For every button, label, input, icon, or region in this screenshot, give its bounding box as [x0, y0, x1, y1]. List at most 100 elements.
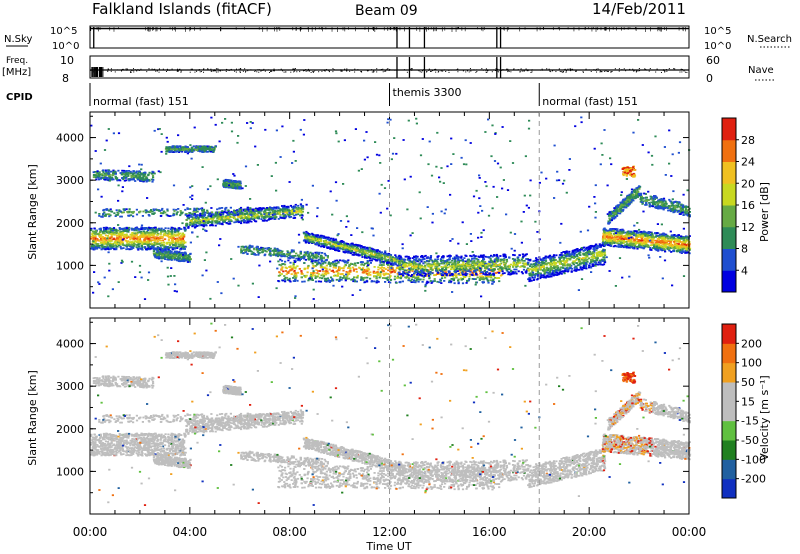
power-cell [461, 282, 465, 285]
power-cell [227, 217, 231, 220]
power-cell [133, 238, 136, 241]
power-cell [457, 257, 460, 259]
power-cell [439, 278, 442, 281]
power-cell [334, 244, 337, 246]
power-cell [164, 245, 167, 248]
power-cell [216, 217, 219, 220]
nsky-tick-top: 10^5 [50, 26, 77, 37]
power-cell [494, 272, 497, 274]
power-cell [143, 238, 146, 240]
power-cell [196, 216, 200, 219]
power-cell [292, 208, 295, 211]
power-cell [498, 270, 501, 273]
power-cell [253, 213, 256, 216]
power-cell [159, 235, 162, 238]
power-cell [449, 268, 453, 271]
power-cell [122, 231, 125, 234]
power-cell [528, 272, 531, 275]
power-cell [508, 256, 511, 259]
power-cell [370, 247, 373, 250]
power-cell [244, 220, 247, 222]
power-cell [150, 236, 153, 239]
power-cell [420, 269, 423, 272]
power-cell [324, 244, 327, 246]
power-cell [313, 236, 316, 238]
power-cell [191, 213, 194, 215]
power-cell [346, 261, 349, 264]
power-cell [421, 280, 424, 283]
power-cell [402, 262, 405, 264]
power-cell [154, 230, 157, 233]
power-cell [245, 216, 248, 219]
power-cell [458, 269, 461, 272]
power-cell [110, 247, 113, 249]
power-cell [472, 274, 475, 277]
power-cell [388, 252, 391, 255]
power-cell [241, 213, 244, 216]
power-cell [111, 244, 114, 246]
power-cell [194, 211, 197, 214]
power-cell [303, 239, 306, 241]
power-cell [91, 233, 94, 236]
power-cell [211, 220, 214, 223]
cpid-mode-0: normal (fast) 151 [93, 95, 189, 108]
power-cell [135, 213, 139, 216]
power-cell [293, 217, 297, 219]
power-cell [389, 257, 392, 260]
power-cell [153, 209, 156, 212]
power-cell [197, 224, 200, 227]
power-cell [441, 255, 444, 258]
power-cell [362, 249, 365, 252]
power-cell [489, 267, 493, 269]
power-cell [289, 269, 292, 271]
power-cell [224, 209, 227, 211]
cpid-mode-1: themis 3300 [393, 86, 462, 99]
power-cell [347, 265, 351, 268]
power-cell [502, 267, 505, 270]
power-cell [320, 245, 323, 248]
power-cell [243, 221, 246, 224]
power-cell [295, 213, 298, 216]
power-cell [179, 238, 182, 241]
power-cell [110, 242, 113, 245]
power-cell [289, 204, 292, 207]
power-cell [300, 216, 303, 219]
power-cell [196, 224, 199, 227]
power-cell [188, 224, 192, 226]
power-cell [135, 237, 139, 240]
power-cell [305, 235, 308, 238]
power-cell [432, 280, 435, 283]
power-cell [483, 269, 486, 272]
power-cell [340, 267, 344, 270]
power-cell [443, 269, 446, 271]
power-cell [207, 215, 210, 217]
power-cell [159, 247, 162, 249]
power-cell [484, 275, 488, 278]
power-cell [225, 206, 228, 209]
power-cell [325, 271, 328, 274]
power-cell [273, 206, 276, 209]
power-cell [565, 258, 569, 261]
power-cell [486, 265, 489, 268]
power-cell [387, 276, 390, 279]
power-cell [361, 247, 364, 250]
power-cell [90, 235, 93, 238]
power-cell [197, 217, 200, 220]
power-cell [335, 239, 338, 242]
power-cell [541, 261, 544, 264]
power-cell [498, 263, 502, 266]
power-cell [384, 251, 387, 254]
power-cell [104, 241, 108, 244]
power-cell [565, 251, 568, 253]
power-cell [403, 269, 406, 272]
power-cell [202, 221, 205, 224]
power-cell [425, 259, 429, 262]
power-cell [105, 226, 108, 229]
power-cell [371, 253, 374, 256]
power-cell [408, 277, 411, 280]
power-cell [165, 248, 168, 251]
power-cell [227, 209, 230, 212]
power-cell [134, 243, 137, 246]
power-cell [293, 206, 297, 209]
power-cell [385, 254, 388, 256]
